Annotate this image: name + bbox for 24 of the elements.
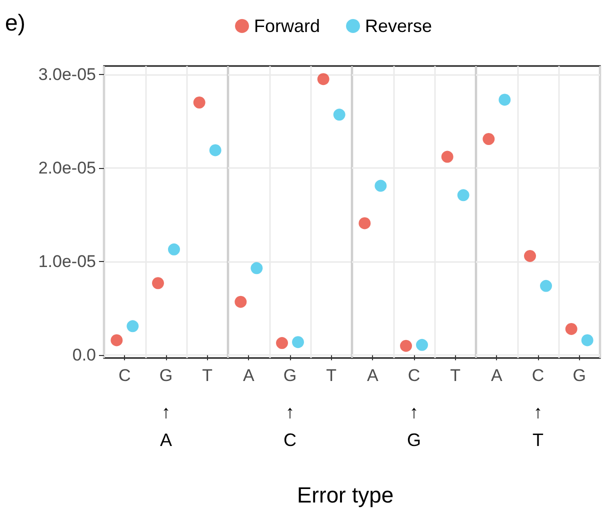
y-tick-label: 0.0 (72, 346, 96, 365)
x-tick-label: T (450, 366, 461, 385)
y-tick-label: 1.0e-05 (38, 252, 96, 272)
y-tick-label: 2.0e-05 (38, 158, 96, 178)
text: Error type (297, 482, 394, 508)
legend-label: Reverse (365, 16, 432, 36)
x-tick-label: A (242, 366, 255, 385)
x-axis-title: ↑ C (284, 402, 296, 450)
legend-label: Forward (254, 16, 320, 36)
x-tick-label: A (366, 366, 379, 385)
x-axis-title: ↑ G (406, 402, 422, 450)
y-tick-label: 3.0e-05 (38, 64, 96, 84)
chart-title: e) (5, 10, 26, 36)
x-tick-label: C (118, 366, 131, 385)
x-axis-title: ↑ T (532, 402, 544, 450)
x-tick-label: T (326, 366, 337, 385)
x-tick-label: G (159, 366, 173, 385)
x-tick-label: C (532, 366, 544, 385)
x-tick-label: A (490, 366, 503, 385)
x-tick-label: G (572, 366, 586, 385)
x-axis-title: ↑ A (160, 402, 172, 450)
x-tick-label: G (283, 366, 297, 385)
x-tick-label: T (202, 366, 213, 385)
x-tick-label: C (408, 366, 420, 385)
